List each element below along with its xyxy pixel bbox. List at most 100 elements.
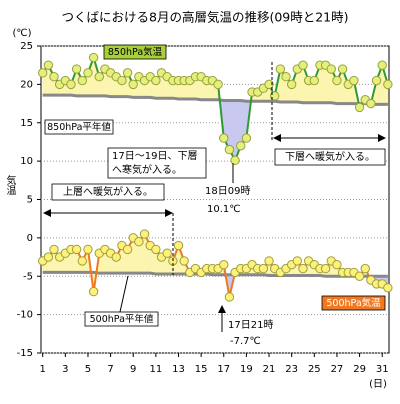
- x-tick-label: 15: [195, 364, 208, 375]
- point: [43, 60, 54, 70]
- point: [49, 72, 59, 82]
- x-tick-label: 19: [240, 364, 253, 375]
- point: [83, 244, 93, 255]
- annotation: 下層へ暖気が入る。: [285, 150, 375, 163]
- y-tick-label: 25: [20, 41, 33, 52]
- point: [292, 256, 303, 266]
- point: [122, 68, 133, 78]
- point: [77, 75, 88, 86]
- point: [360, 263, 370, 274]
- point: [383, 283, 393, 293]
- normal-line: [42, 270, 388, 278]
- annotation: 10.1℃: [207, 204, 241, 215]
- y-tick-label: -15: [17, 348, 33, 359]
- legend-label-box: [321, 295, 386, 311]
- y-tick-label: 0: [27, 233, 33, 244]
- y-tick-label: 20: [20, 79, 33, 90]
- point: [264, 79, 274, 90]
- legend-label-box: [84, 311, 159, 327]
- x-tick-label: 1: [40, 364, 46, 375]
- annotation: 18日09時: [205, 185, 250, 197]
- point: [88, 52, 99, 63]
- y-tick-label: -10: [17, 310, 33, 321]
- point: [219, 133, 229, 143]
- point: [332, 75, 342, 86]
- point: [286, 79, 297, 90]
- x-tick-label: 9: [130, 364, 136, 375]
- x-tick-label: 27: [331, 364, 344, 375]
- y-tick-label: -5: [23, 271, 33, 282]
- x-unit: (日): [369, 379, 387, 390]
- point: [83, 68, 93, 78]
- point: [320, 263, 331, 274]
- y-tick-label: 10: [20, 156, 33, 167]
- point: [366, 98, 376, 109]
- point: [173, 240, 184, 251]
- x-tick-label: 3: [62, 364, 68, 375]
- point: [383, 79, 393, 90]
- point: [77, 256, 88, 266]
- point: [179, 256, 189, 266]
- annotation: へ寒気が入る。: [112, 163, 182, 176]
- point: [49, 244, 59, 255]
- point: [349, 75, 359, 86]
- x-tick-label: 23: [285, 364, 298, 375]
- legend-label: 500hPa気温: [326, 297, 381, 309]
- point: [151, 75, 161, 86]
- annotation-box: [107, 147, 207, 179]
- point: [264, 256, 274, 266]
- point: [111, 252, 121, 262]
- point: [354, 271, 365, 281]
- y-tick-label: 15: [20, 118, 33, 129]
- x-tick-label: 17: [217, 364, 230, 375]
- point: [298, 60, 308, 70]
- leader: [119, 275, 129, 313]
- point: [269, 91, 280, 101]
- point: [117, 75, 127, 86]
- x-tick-label: 21: [263, 364, 276, 375]
- annotations: 下層へ暖気が入る。 上層へ暖気が入る。 17日～19日、下層 へ寒気が入る。 1…: [43, 62, 386, 347]
- legend-label: 500hPa平年値: [90, 313, 154, 325]
- point: [139, 229, 150, 239]
- legend-label: 850hPa平年値: [47, 121, 111, 133]
- point: [281, 72, 291, 82]
- point: [66, 79, 76, 90]
- point: [219, 260, 229, 270]
- annotation: 上層へ暖気が入る。: [63, 185, 153, 198]
- point: [224, 292, 235, 302]
- point: [298, 263, 308, 274]
- annotation: -7.7℃: [230, 336, 261, 347]
- normal-line: [42, 93, 388, 106]
- point: [71, 244, 82, 255]
- point: [275, 64, 286, 74]
- point: [326, 64, 336, 74]
- x-tick-label: 31: [376, 364, 389, 375]
- y-tick-label: 5: [27, 195, 33, 206]
- point: [332, 260, 342, 270]
- y-unit: (℃): [12, 28, 31, 39]
- point: [151, 244, 161, 255]
- y-label: 気温: [4, 174, 16, 195]
- point: [122, 244, 133, 255]
- point: [43, 252, 54, 262]
- point: [37, 68, 48, 78]
- point: [230, 155, 240, 166]
- point: [94, 72, 104, 82]
- chart-title: つくばにおける8月の高層気温の推移(09時と21時): [61, 10, 348, 25]
- annotation: 17日21時: [228, 319, 273, 331]
- point: [213, 79, 223, 90]
- annotation-box: [274, 148, 386, 166]
- x-tick-label: 29: [353, 364, 366, 375]
- point: [236, 141, 246, 151]
- point: [71, 64, 82, 74]
- x-tick-label: 11: [150, 364, 163, 375]
- point: [88, 286, 99, 297]
- x-tick-label: 25: [308, 364, 321, 375]
- point: [134, 237, 144, 247]
- x-tick-label: 13: [172, 364, 185, 375]
- annotation: 17日～19日、下層: [112, 150, 197, 162]
- point: [241, 133, 252, 143]
- legend-label-box: [103, 44, 167, 60]
- legend-label-box: [44, 119, 114, 135]
